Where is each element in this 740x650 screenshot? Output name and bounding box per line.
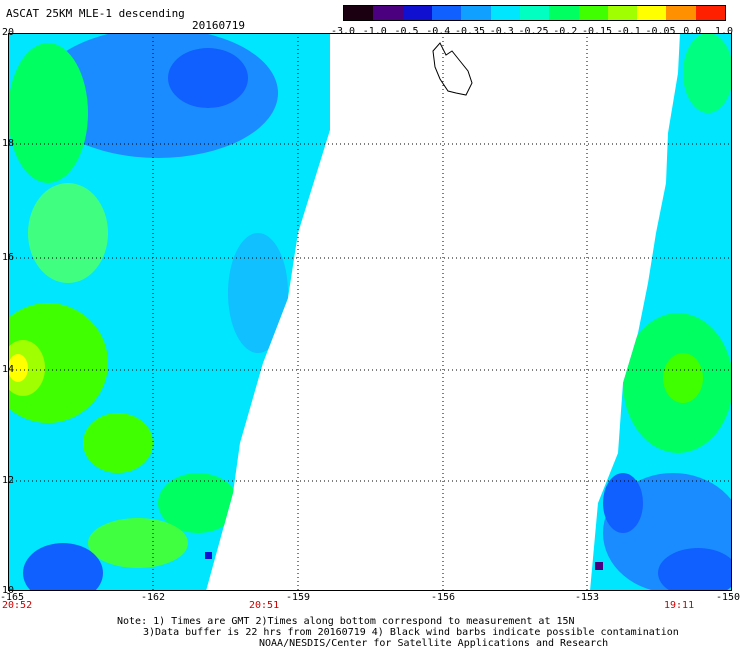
colorbar-segment (578, 6, 608, 20)
note-line-2: 3)Data buffer is 22 hrs from 20160719 4)… (143, 627, 679, 638)
pixel-artifact (205, 552, 212, 559)
colorbar-segment (519, 6, 550, 20)
colorbar-tick-label: -0.2 (553, 26, 578, 37)
map-date: 20160719 (192, 19, 245, 32)
note-line-3: NOAA/NESDIS/Center for Satellite Applica… (259, 638, 609, 649)
colorbar-segment (607, 6, 638, 20)
right-swath (590, 33, 732, 591)
hawaii-island-outline (432, 42, 473, 96)
colorbar-segment (373, 6, 403, 20)
latitude-label: 16 (2, 252, 15, 263)
map-frame (8, 33, 732, 591)
longitude-label: -153 (574, 592, 600, 603)
colorbar-segment (402, 6, 432, 20)
latitude-label: 18 (2, 138, 15, 149)
colorbar-tick-label: -0.25 (518, 26, 549, 37)
longitude-label: -165 (0, 592, 25, 603)
graticule (8, 33, 732, 591)
colorbar-tick-label: -0.1 (616, 26, 641, 37)
colorbar-tick-label: 1.0 (714, 26, 734, 37)
colorbar-tick-label: 0.0 (683, 26, 702, 37)
colorbar-segment (666, 6, 696, 20)
colorbar-tick-label: -0.4 (426, 26, 451, 37)
note-line-1: Note: 1) Times are GMT 2)Times along bot… (117, 616, 575, 627)
colorbar-segment (461, 6, 491, 20)
latitude-label: 14 (2, 364, 15, 375)
colorbar-segment (695, 6, 726, 20)
swath-time-left: 20:52 (2, 600, 33, 611)
longitude-label: -156 (430, 592, 456, 603)
wind-map (8, 33, 732, 591)
colorbar-tick-label: -0.05 (645, 26, 676, 37)
colorbar-segment (344, 6, 374, 20)
latitude-label: 10 (2, 585, 15, 596)
longitude-label: -159 (285, 592, 311, 603)
colorbar-tick-label: -0.35 (454, 26, 486, 37)
colorbar-segment (549, 6, 579, 20)
longitude-label: -162 (140, 592, 166, 603)
colorbar-tick-label: -0.5 (394, 26, 419, 37)
colorbar-segment (490, 6, 520, 20)
pixel-artifact (595, 562, 603, 570)
latitude-label: 20 (2, 27, 15, 38)
colorbar-tick-label: -3.0 (330, 26, 356, 37)
colorbar-segment (637, 6, 667, 20)
latitude-label: 12 (2, 475, 15, 486)
colorbar-tick-label: -0.3 (489, 26, 514, 37)
colorbar-segment (431, 6, 462, 20)
swath-time-left-edge: 20:51 (249, 600, 280, 611)
colorbar-tick-label: -0.15 (581, 26, 613, 37)
longitude-label: -150 (715, 592, 740, 603)
map-title: ASCAT 25KM MLE-1 descending (6, 7, 185, 20)
colorbar (343, 5, 726, 21)
left-swath (8, 33, 330, 591)
colorbar-tick-label: -1.0 (362, 26, 387, 37)
swath-time-right: 19:11 (664, 600, 695, 611)
